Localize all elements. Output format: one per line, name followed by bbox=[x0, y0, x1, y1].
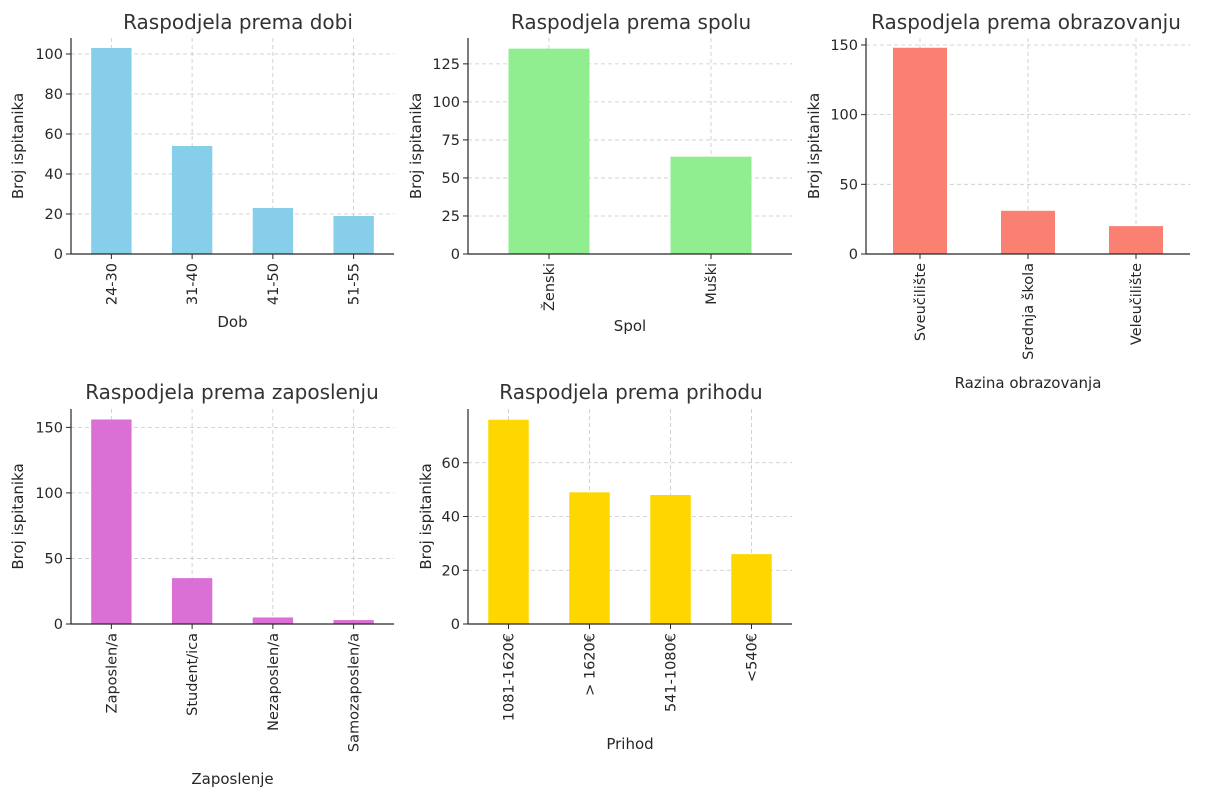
y-tick-label: 20 bbox=[442, 563, 460, 579]
bar-541-1080€ bbox=[650, 495, 691, 624]
x-tick-label: Muški bbox=[704, 263, 720, 305]
y-tick-label: 0 bbox=[54, 617, 63, 633]
x-tick-label: <540€ bbox=[745, 633, 761, 682]
x-axis-label: Zaposlenje bbox=[191, 770, 273, 788]
y-tick-label: 0 bbox=[451, 247, 460, 263]
bar-24-30 bbox=[91, 48, 132, 254]
bar-> 1620€ bbox=[569, 492, 610, 624]
x-tick-label: 541-1080€ bbox=[664, 633, 680, 712]
x-tick-label: Veleučilište bbox=[1129, 263, 1145, 345]
x-tick-label: Nezaposlen/a bbox=[266, 633, 282, 731]
x-tick-label: 41-50 bbox=[266, 263, 282, 305]
y-axis-label: Broj ispitanika bbox=[9, 93, 27, 199]
chart-title: Raspodjela prema zaposlenju bbox=[85, 380, 379, 404]
x-tick-label: 51-55 bbox=[347, 263, 363, 305]
bar-Veleučilište bbox=[1109, 226, 1163, 254]
chart-title: Raspodjela prema obrazovanju bbox=[871, 10, 1181, 34]
chart-title: Raspodjela prema dobi bbox=[123, 10, 353, 34]
x-tick-label: > 1620€ bbox=[583, 633, 599, 696]
x-tick-label: 24-30 bbox=[104, 263, 120, 305]
bar-51-55 bbox=[333, 216, 374, 254]
x-tick-label: 1081-1620€ bbox=[502, 633, 518, 721]
y-tick-label: 50 bbox=[442, 171, 460, 187]
x-tick-label: Samozaposlen/a bbox=[347, 633, 363, 752]
y-axis-label: Broj ispitanika bbox=[9, 463, 27, 569]
y-tick-label: 100 bbox=[830, 108, 858, 124]
y-tick-label: 80 bbox=[45, 87, 63, 103]
y-axis-label: Broj ispitanika bbox=[417, 463, 435, 569]
y-tick-label: 60 bbox=[442, 456, 460, 472]
y-tick-label: 50 bbox=[45, 551, 63, 567]
bar-Sveučilište bbox=[893, 47, 947, 254]
x-axis-label: Dob bbox=[217, 313, 247, 331]
bar-Zaposlen/a bbox=[91, 419, 132, 624]
bar-<540€ bbox=[731, 554, 772, 624]
y-tick-label: 40 bbox=[442, 510, 460, 526]
y-tick-label: 60 bbox=[45, 127, 63, 143]
chart-panel-3: 0 50 100 150 Sveučilište Srednja škola Veleuči… bbox=[805, 10, 1190, 392]
x-axis-label: Razina obrazovanja bbox=[955, 374, 1102, 392]
y-tick-label: 100 bbox=[432, 95, 460, 111]
y-tick-label: 40 bbox=[45, 167, 63, 183]
bar-1081-1620€ bbox=[488, 419, 529, 624]
y-tick-label: 125 bbox=[432, 57, 460, 73]
x-tick-label: Student/ica bbox=[185, 633, 201, 716]
chart-title: Raspodjela prema spolu bbox=[511, 10, 751, 34]
bar-Ženski bbox=[508, 48, 590, 254]
bar-41-50 bbox=[252, 208, 294, 254]
y-tick-label: 0 bbox=[849, 247, 858, 263]
x-tick-label: 31-40 bbox=[185, 263, 201, 305]
y-tick-label: 50 bbox=[840, 177, 858, 193]
y-tick-label: 150 bbox=[35, 420, 63, 436]
chart-panel-2: 0 25 50 75 100 125 Ženski Muški Raspodjela prema… bbox=[407, 10, 792, 335]
y-tick-label: 100 bbox=[35, 486, 63, 502]
chart-panel-5: 0 20 40 60 1081-1620€ > 1620€ 541-1080€ <540€ Ra… bbox=[417, 380, 792, 753]
y-tick-label: 0 bbox=[54, 247, 63, 263]
chart-panel-4: 0 50 100 150 Zaposlen/a Student/ica Nezaposlen… bbox=[9, 380, 394, 788]
y-axis-label: Broj ispitanika bbox=[805, 93, 823, 199]
bar-31-40 bbox=[171, 146, 213, 254]
x-tick-label: Sveučilište bbox=[913, 263, 929, 341]
y-tick-label: 150 bbox=[830, 38, 858, 54]
x-axis-label: Spol bbox=[614, 317, 646, 335]
bar-Nezaposlen/a bbox=[252, 617, 294, 624]
chart-title: Raspodjela prema prihodu bbox=[499, 380, 762, 404]
chart-panel-1: 0 20 40 60 80 100 24-30 31-40 41-50 51-55 Raspodje… bbox=[9, 10, 394, 331]
x-tick-label: Ženski bbox=[540, 263, 558, 311]
y-axis-label: Broj ispitanika bbox=[407, 93, 425, 199]
x-tick-label: Zaposlen/a bbox=[104, 633, 120, 713]
bar-Samozaposlen/a bbox=[333, 620, 374, 624]
y-tick-label: 100 bbox=[35, 47, 63, 63]
y-tick-label: 75 bbox=[442, 133, 460, 149]
bar-Srednja škola bbox=[1001, 210, 1055, 254]
y-tick-label: 20 bbox=[45, 207, 63, 223]
bar-Muški bbox=[670, 156, 752, 254]
x-tick-label: Srednja škola bbox=[1021, 263, 1037, 360]
y-tick-label: 0 bbox=[451, 617, 460, 633]
y-tick-label: 25 bbox=[442, 209, 460, 225]
bar-Student/ica bbox=[171, 578, 213, 624]
x-axis-label: Prihod bbox=[606, 735, 653, 753]
